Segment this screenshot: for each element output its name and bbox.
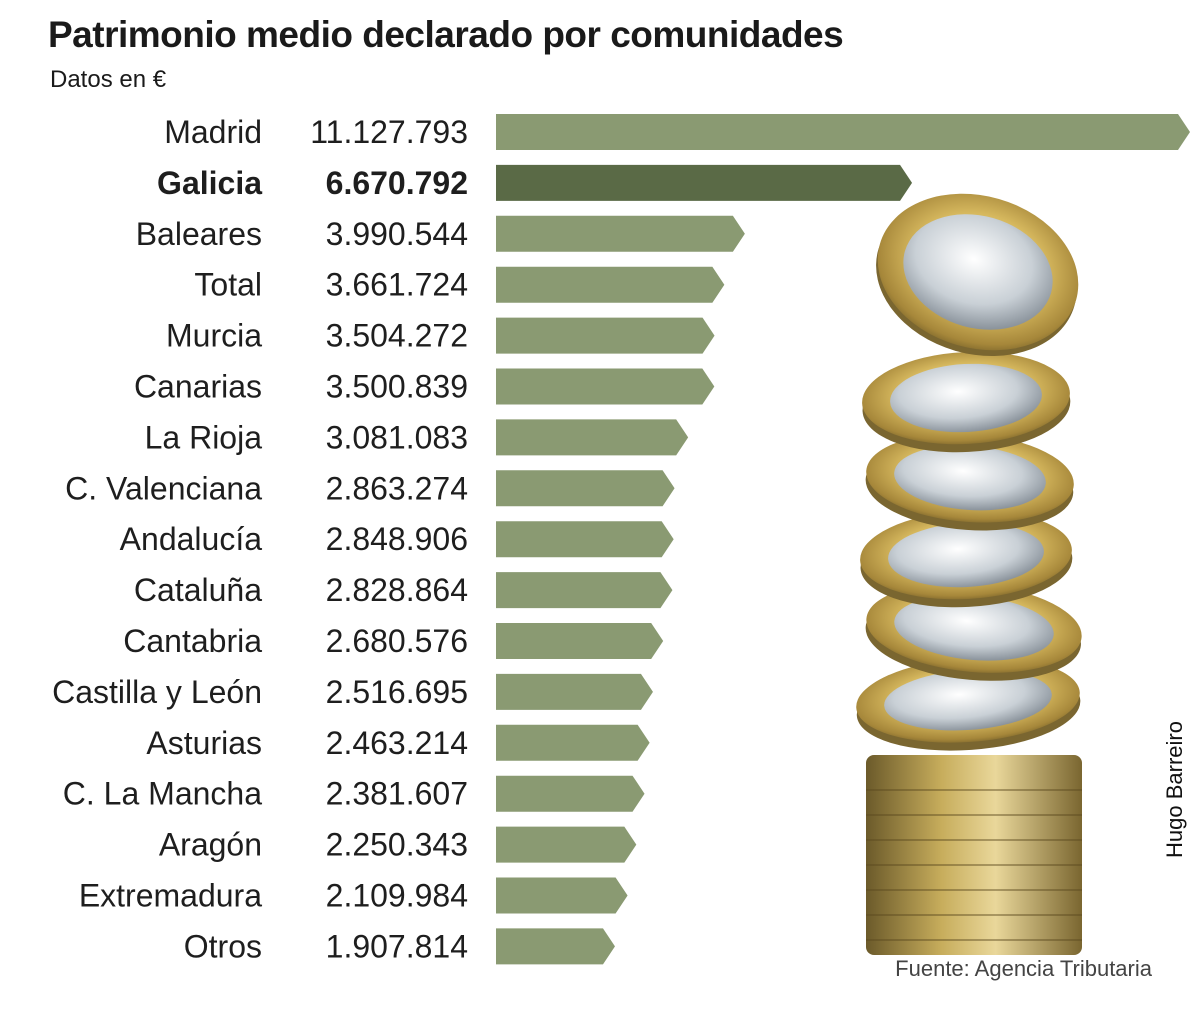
category-label-3: Total: [194, 267, 262, 303]
value-label-14: 2.250.343: [326, 827, 468, 863]
category-label-1: Galicia: [157, 165, 262, 201]
category-label-10: Cantabria: [123, 623, 262, 659]
chart-title: Patrimonio medio declarado por comunidad…: [48, 14, 844, 55]
value-label-1: 6.670.792: [326, 165, 468, 201]
coin-stack-illustration: [856, 193, 1082, 955]
category-label-8: Andalucía: [120, 521, 263, 557]
bar-13: [496, 775, 645, 812]
value-label-9: 2.828.864: [326, 572, 468, 608]
bar-5: [496, 368, 715, 405]
category-label-7: C. Valenciana: [65, 470, 262, 506]
bar-8: [496, 521, 674, 558]
category-label-14: Aragón: [159, 827, 262, 863]
category-label-11: Castilla y León: [52, 674, 262, 710]
category-label-15: Extremadura: [79, 878, 262, 914]
category-label-16: Otros: [184, 928, 262, 964]
photo-credit: Hugo Barreiro: [1162, 721, 1187, 858]
value-label-2: 3.990.544: [326, 216, 468, 252]
bar-6: [496, 419, 689, 456]
chart-subtitle: Datos en €: [50, 66, 167, 93]
bar-15: [496, 877, 628, 914]
bar-9: [496, 572, 673, 609]
value-label-5: 3.500.839: [326, 369, 468, 405]
value-label-13: 2.381.607: [326, 776, 468, 812]
value-label-7: 2.863.274: [326, 470, 468, 506]
labels-group: Madrid 11.127.793 Galicia 6.670.792 Baleares…: [52, 114, 468, 964]
value-label-4: 3.504.272: [326, 318, 468, 354]
bar-14: [496, 826, 637, 863]
value-label-16: 1.907.814: [326, 928, 468, 964]
bar-2: [496, 215, 745, 252]
bar-10: [496, 623, 664, 659]
value-label-15: 2.109.984: [326, 878, 468, 914]
bar-1: [496, 164, 913, 201]
value-label-12: 2.463.214: [326, 725, 468, 761]
value-label-3: 3.661.724: [326, 267, 468, 303]
bar-11: [496, 673, 653, 710]
category-label-9: Cataluña: [134, 572, 262, 608]
bars-group: [496, 114, 1190, 965]
value-label-11: 2.516.695: [326, 674, 468, 710]
category-label-12: Asturias: [146, 725, 262, 761]
bar-4: [496, 317, 715, 354]
value-label-8: 2.848.906: [326, 521, 468, 557]
source-note: Fuente: Agencia Tributaria: [895, 956, 1152, 981]
category-label-2: Baleares: [136, 216, 262, 252]
category-label-5: Canarias: [134, 369, 262, 405]
value-label-6: 3.081.083: [326, 419, 468, 455]
bar-12: [496, 724, 650, 761]
bar-7: [496, 470, 675, 507]
bar-16: [496, 928, 615, 965]
bar-0: [496, 114, 1190, 150]
value-label-10: 2.680.576: [326, 623, 468, 659]
category-label-6: La Rioja: [145, 419, 263, 455]
bar-3: [496, 266, 725, 303]
category-label-4: Murcia: [166, 318, 262, 354]
value-label-0: 11.127.793: [310, 114, 468, 150]
category-label-13: C. La Mancha: [63, 776, 262, 812]
category-label-0: Madrid: [164, 114, 262, 150]
